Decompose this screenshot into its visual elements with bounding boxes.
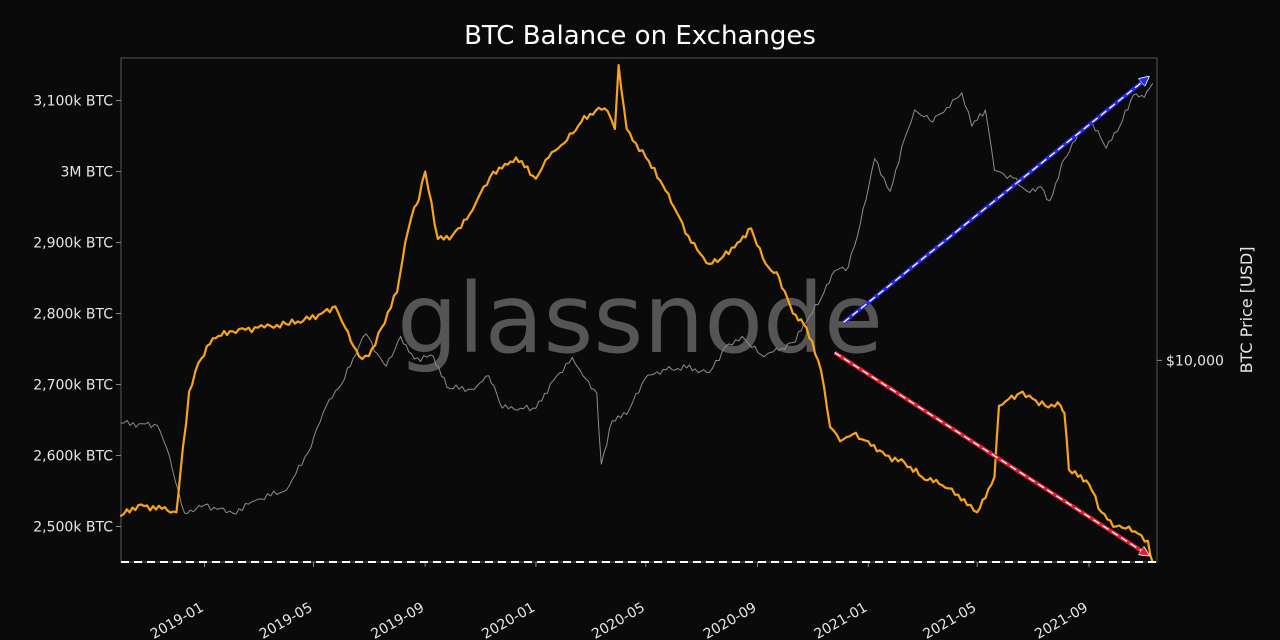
x-axis: 2019-01 2019-05 2019-09 2020-01 2020-05 2020-…	[148, 562, 1091, 640]
left-tick-label: 2,500k BTC	[33, 520, 113, 536]
price-trend-arrow	[843, 77, 1148, 323]
x-tick-label: 2019-01	[148, 600, 207, 640]
x-tick-label: 2019-05	[257, 600, 316, 640]
x-tick-label: 2021-09	[1032, 600, 1091, 640]
series-layer	[119, 63, 1154, 564]
x-tick-label: 2021-05	[921, 600, 980, 640]
x-tick-label: 2021-01	[812, 600, 871, 640]
left-y-axis: 2,500k BTC 2,600k BTC 2,700k BTC 2,800k BTC…	[33, 94, 121, 536]
left-tick-label: 2,900k BTC	[33, 236, 113, 252]
left-tick-label: 2,800k BTC	[33, 307, 113, 323]
left-tick-label: 2,600k BTC	[33, 449, 113, 465]
left-tick-label: 3,100k BTC	[33, 94, 113, 110]
right-tick-label: $10,000	[1166, 353, 1224, 369]
x-tick-label: 2020-05	[589, 600, 648, 640]
btc-price-series-line	[120, 83, 1153, 515]
chart-title: BTC Balance on Exchanges	[464, 21, 816, 51]
x-tick-label: 2020-09	[701, 600, 760, 640]
annotation-layer	[121, 77, 1157, 563]
left-tick-label: 3M BTC	[60, 165, 113, 181]
glassnode-watermark: glassnode	[397, 263, 883, 375]
x-tick-label: 2020-01	[479, 600, 538, 640]
balance-trend-arrow	[834, 352, 1148, 555]
right-y-axis: $10,000	[1157, 353, 1224, 369]
exchange-balance-series-line	[119, 63, 1154, 564]
right-axis-label: BTC Price [USD]	[1237, 247, 1256, 374]
x-tick-label: 2019-09	[369, 600, 428, 640]
left-tick-label: 2,700k BTC	[33, 378, 113, 394]
